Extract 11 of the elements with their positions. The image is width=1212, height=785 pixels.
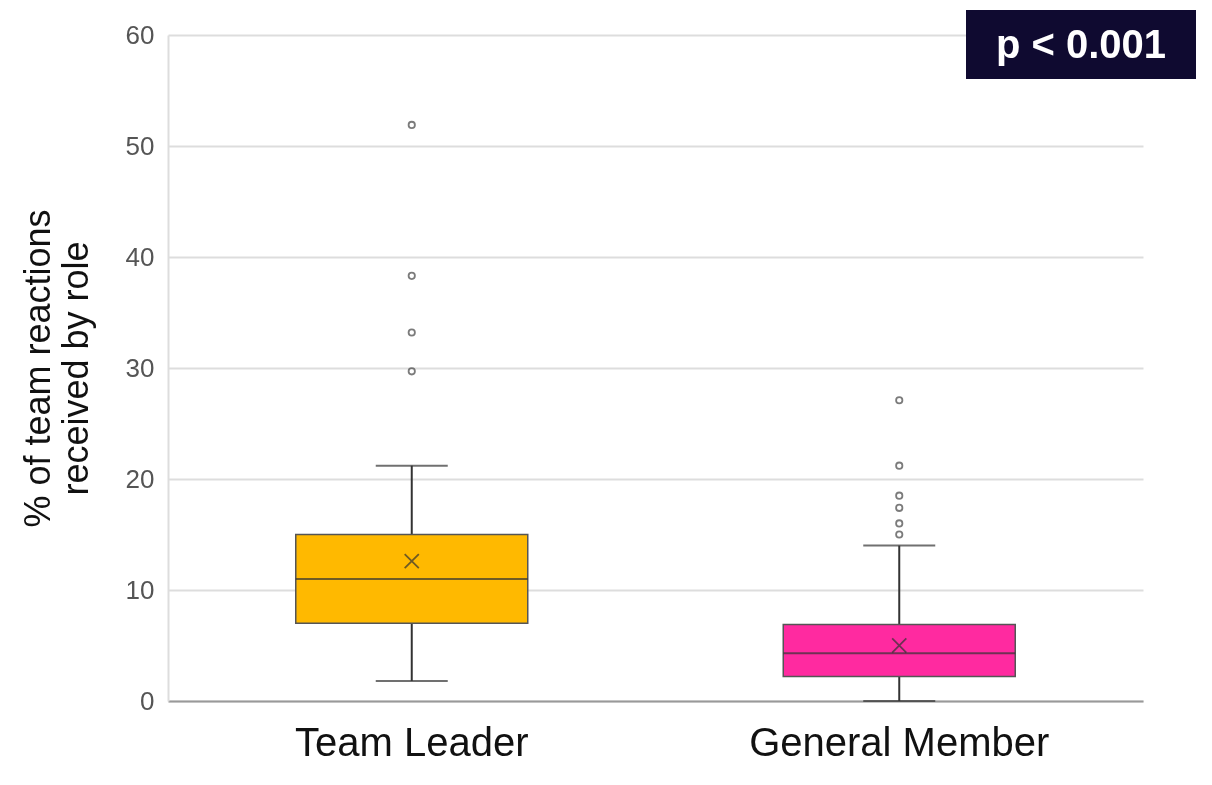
y-tick-label: 0: [140, 685, 155, 716]
y-tick-label: 30: [125, 352, 155, 383]
y-tick-label: 10: [125, 574, 155, 605]
y-tick-label: 60: [125, 19, 155, 50]
annotation: p < 0.001: [965, 10, 1196, 79]
x-tick-label: General Member: [749, 719, 1050, 764]
y-tick-label: 50: [125, 130, 155, 161]
y-axis-title: % of team reactions received by role: [16, 209, 96, 528]
x-tick-label: Team Leader: [295, 719, 529, 764]
y-tick-label: 40: [125, 241, 155, 272]
y-tick-label: 20: [125, 463, 155, 494]
